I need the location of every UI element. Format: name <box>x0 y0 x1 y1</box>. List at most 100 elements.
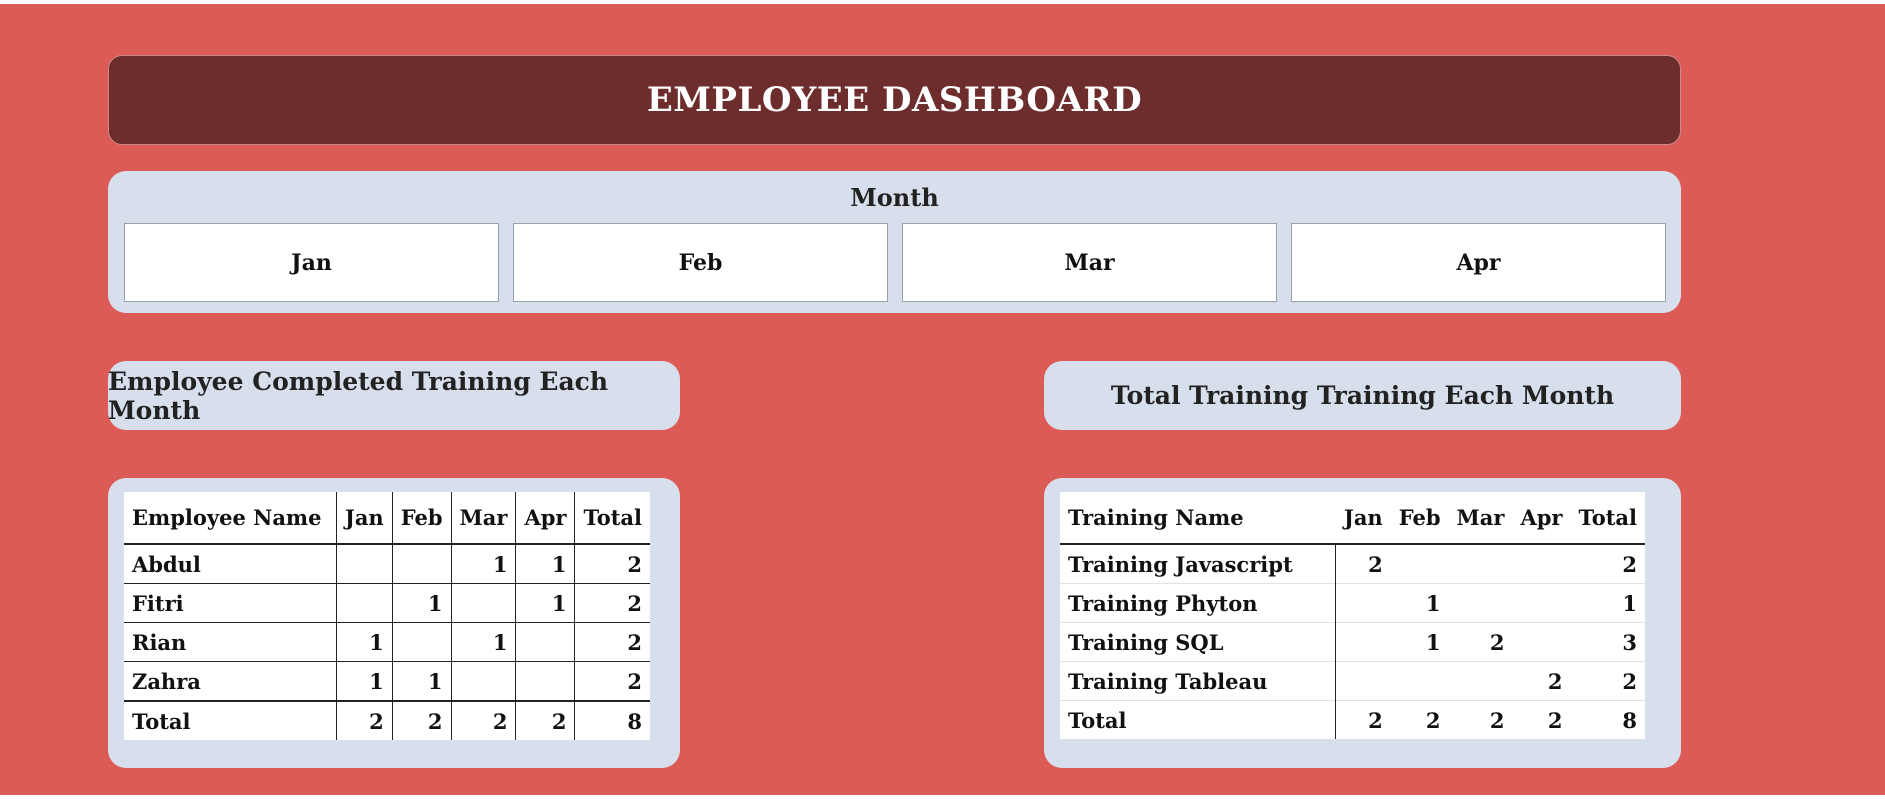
cell <box>1335 661 1391 701</box>
column-header: Feb <box>391 492 452 545</box>
cell: 2 <box>1335 543 1391 584</box>
cell: 2 <box>450 700 516 740</box>
cell <box>515 661 575 701</box>
cell: 2 <box>1512 700 1571 739</box>
cell: 2 <box>574 622 650 662</box>
employee-panel-title: Employee Completed Training Each Month <box>108 366 609 425</box>
row-label: Fitri <box>124 583 337 623</box>
cell: 1 <box>391 661 452 701</box>
column-header: Jan <box>1335 492 1391 545</box>
cell <box>1335 583 1391 623</box>
table-row: Rian 1 1 2 <box>124 622 650 662</box>
cell: 1 <box>515 583 575 623</box>
row-label: Training Phyton <box>1060 583 1337 623</box>
table-row: Training Phyton 1 1 <box>1060 583 1645 623</box>
row-label: Training Tableau <box>1060 661 1337 701</box>
employee-table-panel: Employee Name Jan Feb Mar Apr Total Abdu… <box>108 478 680 768</box>
cell <box>1512 543 1571 584</box>
column-header: Apr <box>515 492 575 545</box>
month-slicer: Month Jan Feb Mar Apr <box>108 171 1681 313</box>
cell: 3 <box>1570 622 1645 662</box>
cell: 2 <box>574 543 650 584</box>
employee-table: Employee Name Jan Feb Mar Apr Total Abdu… <box>124 492 650 740</box>
row-label: Zahra <box>124 661 337 701</box>
cell: 2 <box>1390 700 1449 739</box>
cell: 2 <box>1570 661 1645 701</box>
cell: 1 <box>450 543 516 584</box>
cell: 8 <box>574 700 650 740</box>
cell: 1 <box>450 622 516 662</box>
column-header: Total <box>574 492 650 545</box>
page-title: EMPLOYEE DASHBOARD <box>646 80 1143 120</box>
cell <box>1335 622 1391 662</box>
cell <box>391 622 452 662</box>
cell <box>1512 622 1571 662</box>
cell <box>1390 661 1449 701</box>
column-header: Feb <box>1390 492 1449 545</box>
table-header-row: Employee Name Jan Feb Mar Apr Total <box>124 492 650 545</box>
table-row: Training SQL 1 2 3 <box>1060 622 1645 662</box>
row-label: Training SQL <box>1060 622 1337 662</box>
training-table-panel: Training Name Jan Feb Mar Apr Total Trai… <box>1044 478 1681 768</box>
total-row: Total 2 2 2 2 8 <box>124 700 650 740</box>
cell: 1 <box>1390 622 1449 662</box>
cell <box>1448 543 1513 584</box>
cell <box>335 543 393 584</box>
row-label: Total <box>1060 700 1337 739</box>
column-header: Employee Name <box>124 492 337 545</box>
row-label: Abdul <box>124 543 337 584</box>
cell: 2 <box>335 700 393 740</box>
cell: 1 <box>335 661 393 701</box>
cell <box>391 543 452 584</box>
cell: 2 <box>1448 700 1513 739</box>
cell <box>450 583 516 623</box>
dashboard-canvas: EMPLOYEE DASHBOARD Month Jan Feb Mar Apr… <box>0 4 1885 795</box>
cell <box>450 661 516 701</box>
cell: 1 <box>1390 583 1449 623</box>
column-header: Apr <box>1512 492 1571 545</box>
column-header: Total <box>1570 492 1645 545</box>
slicer-title: Month <box>850 183 939 212</box>
cell <box>1448 661 1513 701</box>
title-bar: EMPLOYEE DASHBOARD <box>108 55 1681 145</box>
cell: 2 <box>1335 700 1391 739</box>
slicer-option-mar[interactable]: Mar <box>902 223 1277 302</box>
employee-panel-header: Employee Completed Training Each Month <box>108 361 680 430</box>
column-header: Mar <box>450 492 516 545</box>
row-label: Training Javascript <box>1060 543 1337 584</box>
cell: 2 <box>1570 543 1645 584</box>
cell <box>515 622 575 662</box>
training-panel-title: Total Training Training Each Month <box>1110 381 1615 410</box>
row-label: Total <box>124 700 337 740</box>
table-row: Zahra 1 1 2 <box>124 661 650 701</box>
slicer-option-jan[interactable]: Jan <box>124 223 499 302</box>
table-header-row: Training Name Jan Feb Mar Apr Total <box>1060 492 1645 545</box>
cell: 1 <box>391 583 452 623</box>
cell: 2 <box>515 700 575 740</box>
cell <box>1390 543 1449 584</box>
cell: 2 <box>391 700 452 740</box>
cell <box>335 583 393 623</box>
cell: 1 <box>335 622 393 662</box>
cell: 2 <box>1448 622 1513 662</box>
row-label: Rian <box>124 622 337 662</box>
column-header: Mar <box>1448 492 1513 545</box>
table-row: Training Javascript 2 2 <box>1060 543 1645 584</box>
cell: 2 <box>1512 661 1571 701</box>
cell: 1 <box>515 543 575 584</box>
training-table: Training Name Jan Feb Mar Apr Total Trai… <box>1060 492 1645 739</box>
cell: 2 <box>574 583 650 623</box>
table-row: Training Tableau 2 2 <box>1060 661 1645 701</box>
column-header: Jan <box>335 492 393 545</box>
cell <box>1448 583 1513 623</box>
slicer-option-feb[interactable]: Feb <box>513 223 888 302</box>
training-panel-header: Total Training Training Each Month <box>1044 361 1681 430</box>
cell: 1 <box>1570 583 1645 623</box>
table-row: Abdul 1 1 2 <box>124 543 650 584</box>
cell: 8 <box>1570 700 1645 739</box>
slicer-option-apr[interactable]: Apr <box>1291 223 1666 302</box>
cell <box>1512 583 1571 623</box>
column-header: Training Name <box>1060 492 1336 545</box>
total-row: Total 2 2 2 2 8 <box>1060 700 1645 739</box>
table-row: Fitri 1 1 2 <box>124 583 650 623</box>
